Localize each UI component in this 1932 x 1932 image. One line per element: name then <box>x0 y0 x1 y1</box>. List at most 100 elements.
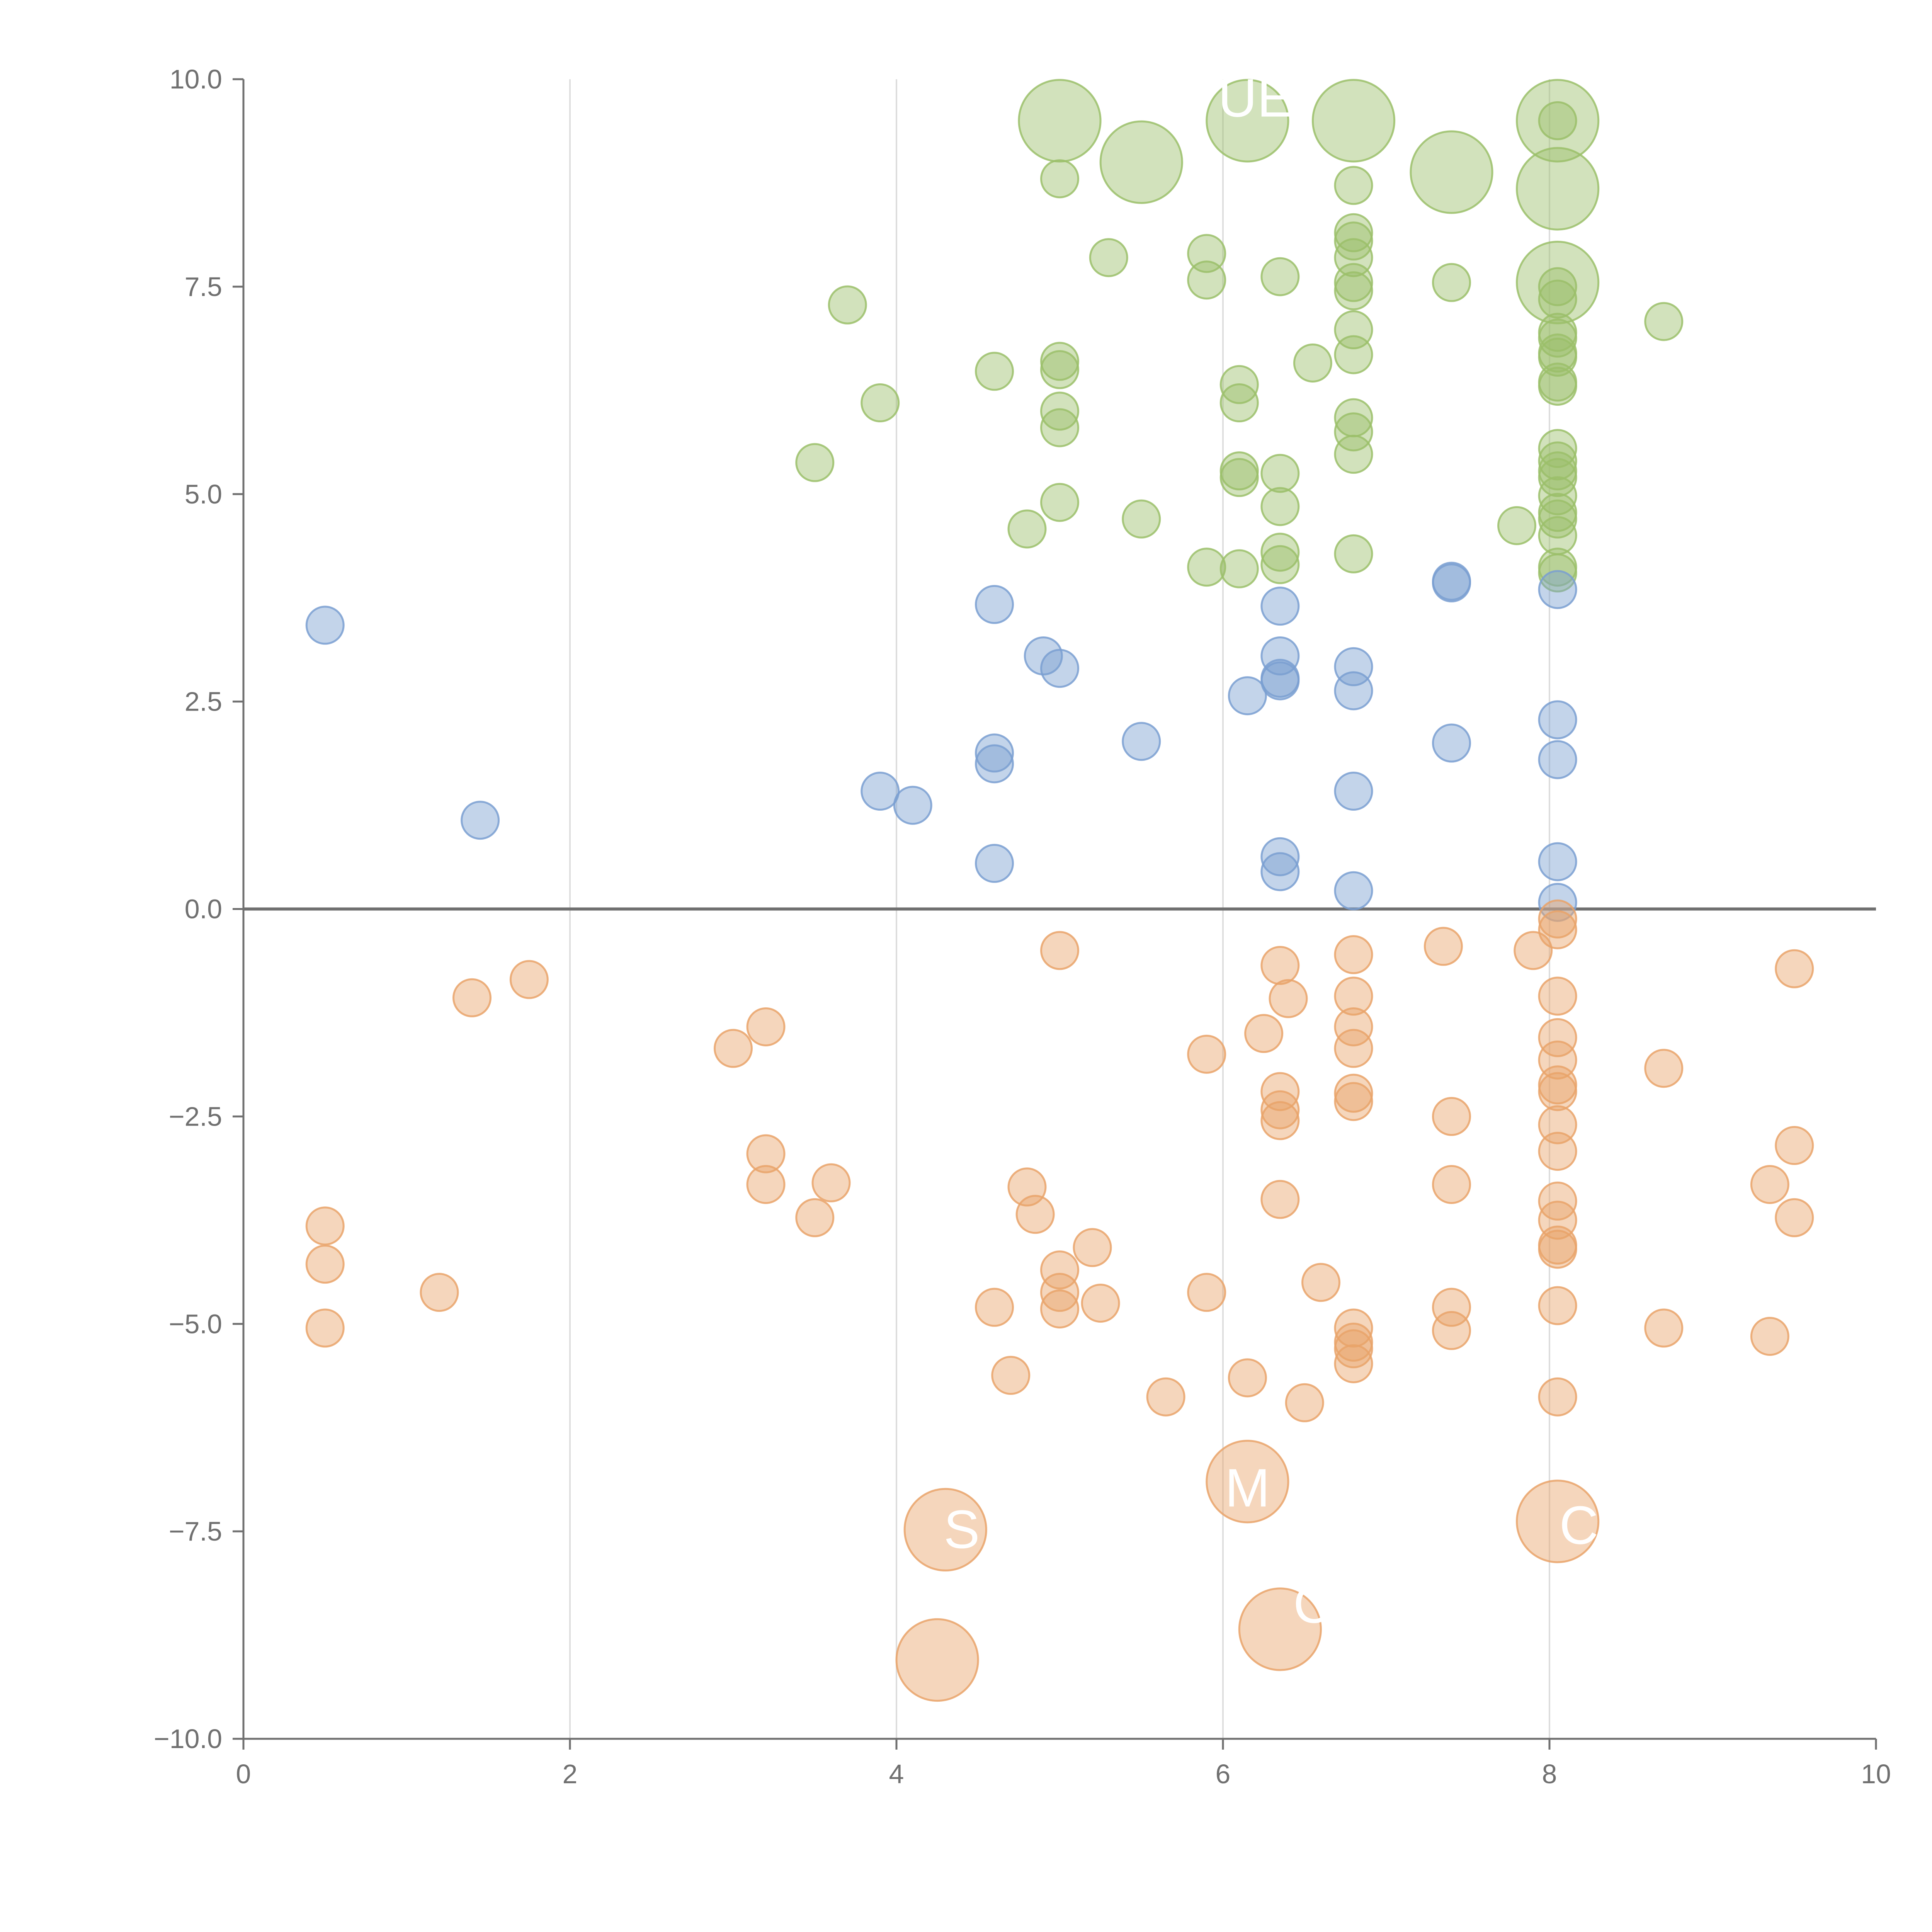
data-point <box>1538 367 1577 406</box>
data-point <box>1538 1230 1577 1269</box>
data-point <box>746 1165 786 1204</box>
data-point <box>1260 587 1300 626</box>
data-point <box>975 585 1014 624</box>
y-tick-label: 2.5 <box>185 687 222 717</box>
data-point <box>1432 1287 1471 1327</box>
data-point <box>1538 700 1577 740</box>
data-point <box>1775 1198 1814 1237</box>
data-point <box>1334 1308 1373 1348</box>
data-point <box>1260 545 1300 584</box>
data-point <box>1775 1126 1814 1165</box>
data-point <box>903 1488 987 1571</box>
data-point <box>305 1206 345 1246</box>
data-point <box>1187 260 1226 300</box>
point-label: S <box>944 1499 980 1560</box>
data-point <box>975 1287 1014 1327</box>
data-point <box>828 285 867 325</box>
data-point <box>811 1163 851 1202</box>
y-tick-label: −7.5 <box>169 1516 222 1546</box>
data-point <box>1187 1034 1226 1074</box>
data-point <box>1018 79 1102 163</box>
data-point <box>975 844 1014 883</box>
x-tick-label: 6 <box>1216 1759 1231 1789</box>
data-point <box>1644 1049 1684 1088</box>
data-point <box>1024 636 1063 676</box>
data-point <box>1334 221 1373 261</box>
data-point <box>1040 1250 1079 1290</box>
data-point <box>420 1273 459 1312</box>
data-point <box>1538 976 1577 1016</box>
data-point <box>1334 166 1373 205</box>
data-point <box>1334 976 1373 1016</box>
data-point <box>1238 1587 1322 1671</box>
data-point <box>1516 147 1600 231</box>
data-point <box>1538 476 1577 515</box>
data-point <box>1219 458 1259 497</box>
data-point <box>1040 1289 1079 1329</box>
data-point <box>509 960 549 999</box>
data-point <box>1334 1029 1373 1068</box>
data-point <box>1260 487 1300 526</box>
data-point <box>1644 1308 1684 1348</box>
data-point <box>1260 1101 1300 1140</box>
y-tick-label: 0.0 <box>185 894 222 924</box>
data-point <box>1301 1263 1340 1302</box>
data-point <box>1538 910 1577 949</box>
axes: 10.0 7.5 5.0 2.5 0.0 −2.5 −5.0 −7.5 −10.0 0 2 4 6 8 10 <box>154 64 1891 1789</box>
x-tick-label: 8 <box>1542 1759 1557 1789</box>
data-point <box>1538 1105 1577 1145</box>
data-point <box>1040 342 1079 381</box>
point-label: C <box>1293 1573 1332 1634</box>
data-point <box>861 772 900 811</box>
data-point <box>1644 302 1684 341</box>
y-tick-label: −10.0 <box>154 1724 222 1754</box>
data-point <box>1775 949 1814 988</box>
data-point <box>1015 1195 1055 1234</box>
x-tick-label: 2 <box>563 1759 578 1789</box>
data-point <box>991 1355 1031 1395</box>
data-point <box>1007 509 1047 549</box>
x-tick-label: 10 <box>1861 1759 1891 1789</box>
data-point <box>461 801 500 840</box>
data-point <box>1260 454 1300 493</box>
data-point <box>1187 548 1226 587</box>
data-point <box>1206 79 1289 163</box>
data-point <box>1334 1082 1373 1121</box>
data-point <box>1040 1273 1079 1312</box>
data-point <box>795 443 835 482</box>
data-point <box>1122 722 1161 761</box>
data-point <box>975 733 1014 773</box>
data-point <box>1432 1311 1471 1350</box>
data-point <box>1260 837 1300 876</box>
data-point <box>305 1245 345 1284</box>
data-point <box>1334 647 1373 686</box>
data-point <box>1269 979 1308 1018</box>
data-point <box>795 1198 835 1237</box>
data-point <box>1538 740 1577 779</box>
data-point <box>1538 570 1577 609</box>
data-point <box>1334 772 1373 811</box>
data-point <box>1187 1273 1226 1312</box>
data-point <box>1260 1090 1300 1129</box>
data-point <box>1516 1480 1600 1563</box>
data-point <box>975 744 1014 784</box>
data-point <box>1410 130 1493 214</box>
point-label: M <box>1225 1458 1270 1518</box>
data-point <box>1538 842 1577 881</box>
data-point <box>1146 1377 1185 1417</box>
data-point <box>1334 534 1373 573</box>
data-point <box>1538 1072 1577 1111</box>
data-point <box>1538 1018 1577 1057</box>
data-point <box>1040 483 1079 522</box>
data-point <box>305 605 345 645</box>
data-point <box>1099 120 1183 204</box>
data-point <box>1228 676 1267 716</box>
data-point <box>1334 671 1373 711</box>
data-point <box>1538 883 1577 922</box>
x-tick-label: 4 <box>889 1759 904 1789</box>
data-point <box>895 1618 979 1702</box>
data-point <box>1040 408 1079 447</box>
data-point <box>1206 1440 1289 1524</box>
data-point <box>746 1007 786 1046</box>
